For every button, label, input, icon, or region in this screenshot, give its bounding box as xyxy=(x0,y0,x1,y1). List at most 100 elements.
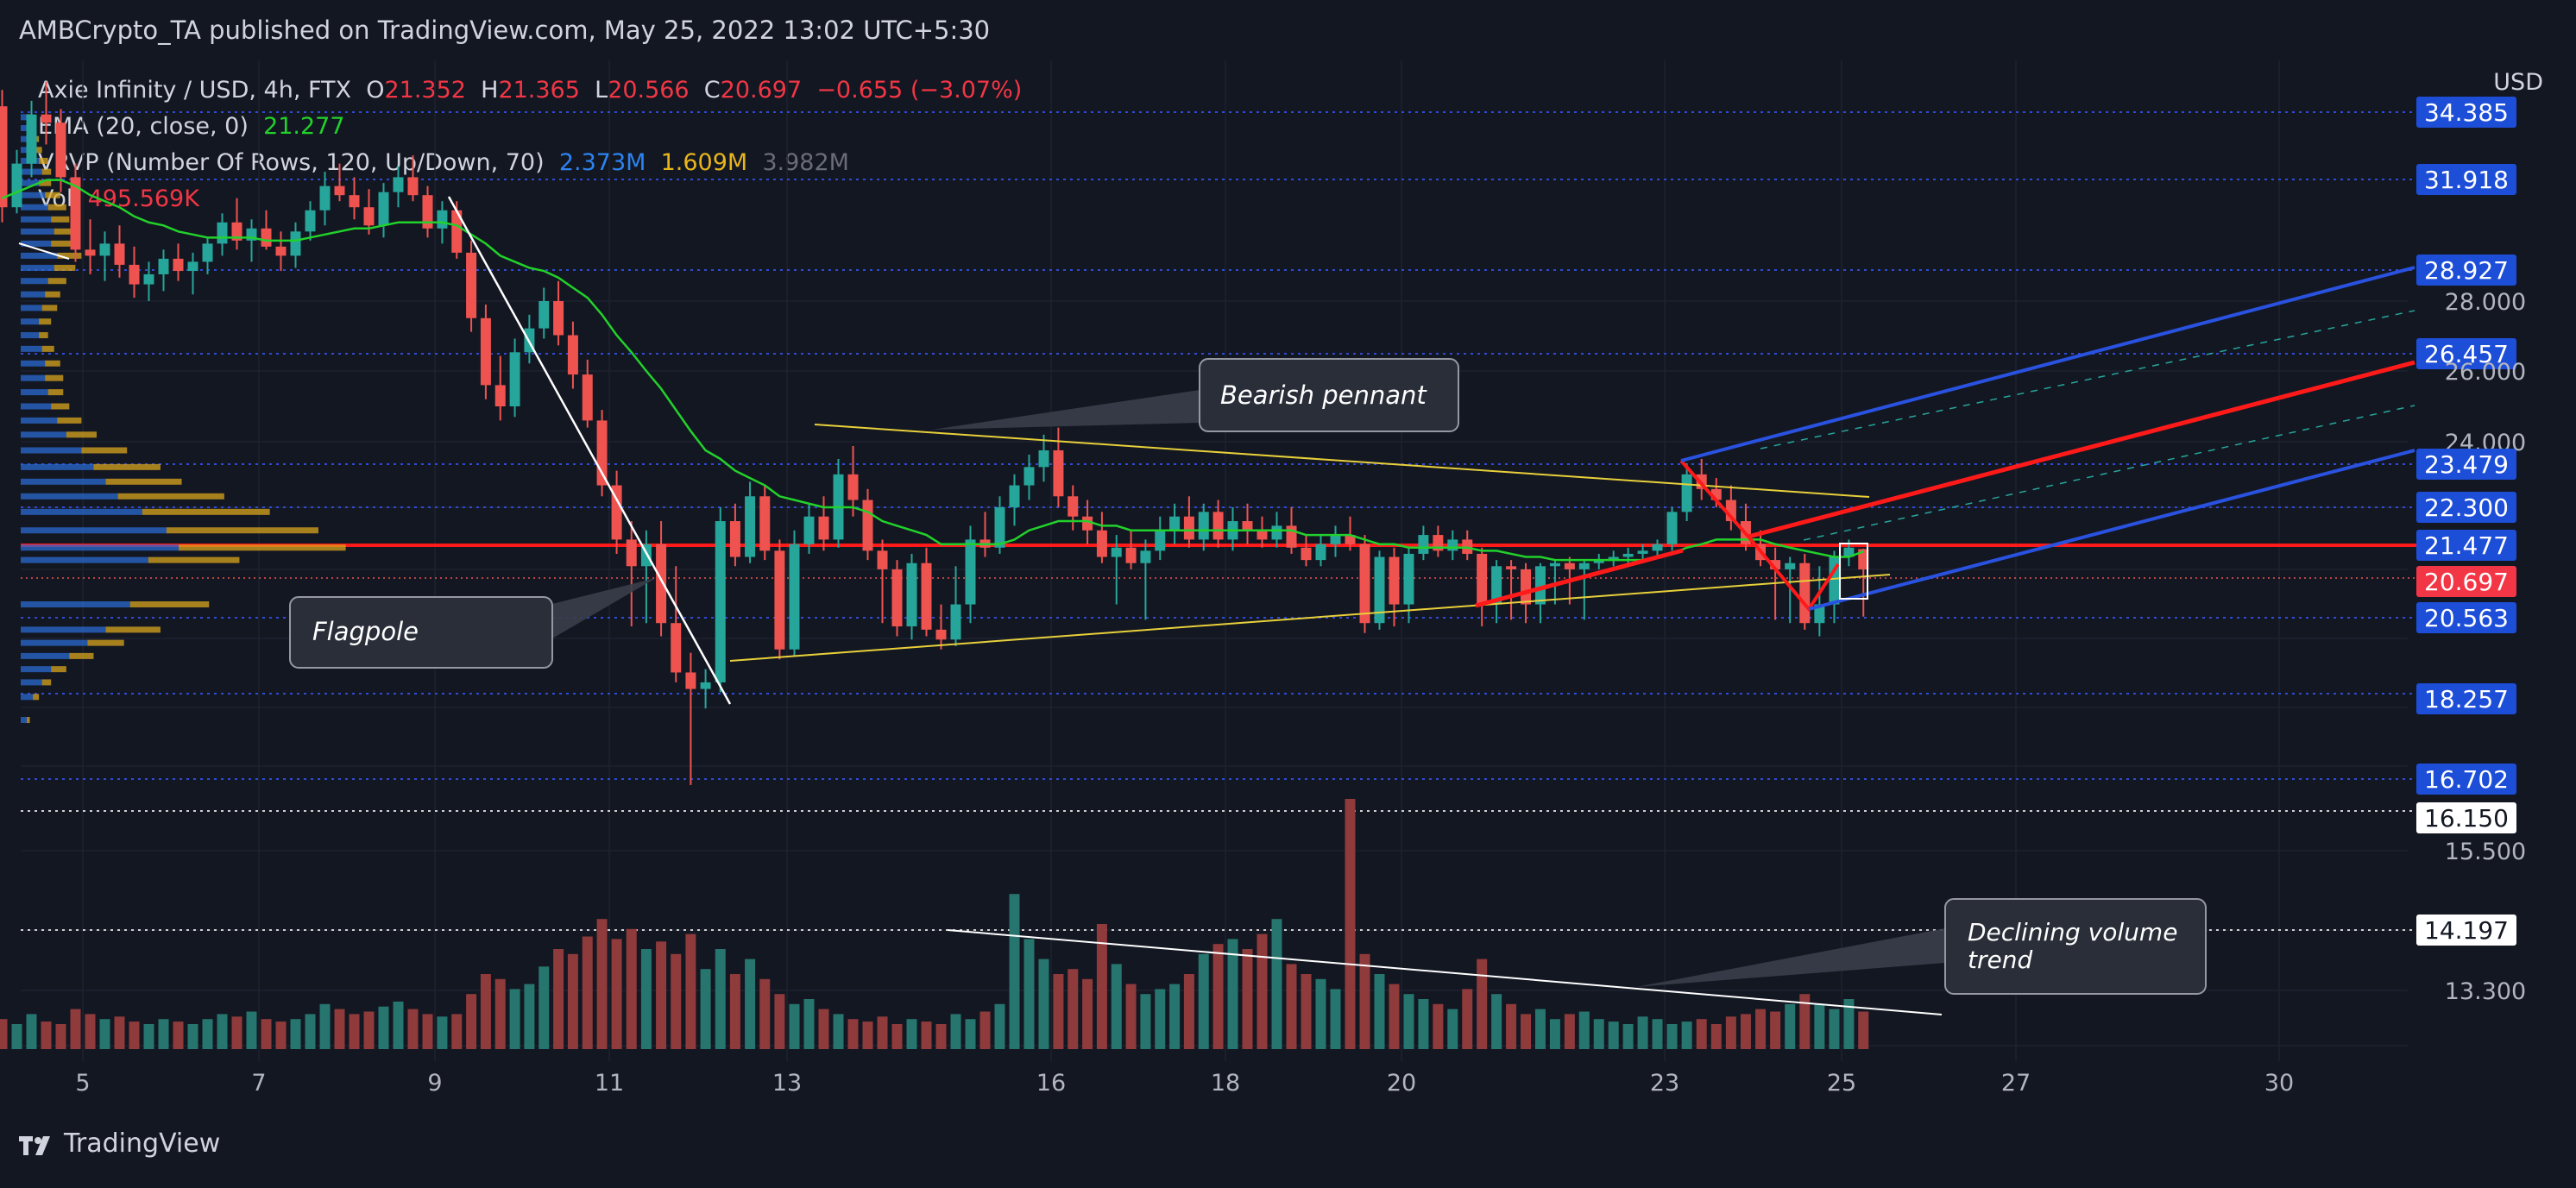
vrvp-down-bar xyxy=(105,626,161,633)
price-label-text: 18.257 xyxy=(2424,685,2509,713)
candle-body xyxy=(877,550,888,569)
price-label-box xyxy=(2416,764,2516,795)
candle-body xyxy=(611,485,622,540)
x-tick-label: 25 xyxy=(1827,1070,1856,1097)
candle-body xyxy=(451,210,463,253)
volume-bar xyxy=(85,1014,96,1049)
vrvp-up-bar xyxy=(21,124,30,131)
vrvp-down-bar xyxy=(51,403,70,410)
candle-body xyxy=(1534,566,1546,605)
volume-bar xyxy=(129,1021,140,1049)
candle-body xyxy=(437,210,448,229)
price-label-box xyxy=(2416,164,2516,195)
flagpole-line-left xyxy=(18,242,70,260)
price-label-text: 34.385 xyxy=(2424,98,2509,127)
candle-body xyxy=(1125,547,1137,563)
candle-body xyxy=(567,335,578,375)
candle-body xyxy=(202,243,213,262)
vrvp-down-bar xyxy=(45,291,60,298)
candle-body xyxy=(745,496,756,557)
candle-body xyxy=(685,672,696,689)
volume-bar xyxy=(891,1024,903,1049)
volume-bar xyxy=(1227,939,1238,1049)
legend-open: 21.352 xyxy=(384,77,466,104)
vrvp-down-bar xyxy=(51,216,70,223)
volume-bar xyxy=(393,1001,404,1049)
price-label-text: 28.927 xyxy=(2424,256,2509,285)
candle-body xyxy=(334,185,345,196)
vrvp-down-bar xyxy=(51,666,66,673)
vrvp-up-bar xyxy=(21,374,46,381)
volume-bar xyxy=(1183,974,1194,1049)
volume-bars xyxy=(0,799,1869,1049)
volume-bar xyxy=(1564,1014,1575,1049)
candle-body xyxy=(847,474,859,500)
volume-bar xyxy=(1374,974,1385,1049)
candle-body xyxy=(129,264,140,285)
candle-body xyxy=(1023,467,1035,486)
volume-bar xyxy=(217,1014,228,1049)
legend-o-label: O xyxy=(366,77,385,104)
legend-high: 21.365 xyxy=(498,77,580,104)
price-label-text: 23.479 xyxy=(2424,450,2509,479)
legend-ema-row[interactable]: EMA (20, close, 0) 21.277 xyxy=(38,109,1022,145)
candle-body xyxy=(1242,521,1253,531)
candle-body xyxy=(1666,512,1678,544)
volume-bar xyxy=(378,1006,389,1049)
vrvp-down-bar xyxy=(41,168,52,175)
red-median-line xyxy=(1748,360,2415,539)
candle-body xyxy=(1403,553,1414,605)
vrvp-up-bar xyxy=(21,264,54,271)
volume-bar xyxy=(1858,1011,1869,1049)
volume-bar xyxy=(305,1014,316,1049)
volume-bar xyxy=(596,919,608,1049)
vrvp-down-bar xyxy=(54,228,79,235)
candle-body xyxy=(217,222,228,244)
volume-bar xyxy=(1506,1003,1517,1049)
legend-symbol[interactable]: Axie Infinity / USD, 4h, FTX xyxy=(38,77,352,104)
volume-bar xyxy=(437,1016,448,1049)
candle-body xyxy=(862,500,873,551)
volume-bar xyxy=(1286,964,1297,1049)
vrvp-up-bar xyxy=(21,639,88,646)
vrvp-up-bar xyxy=(21,626,106,633)
volume-bar xyxy=(789,1003,800,1049)
footer-brand[interactable]: TradingView xyxy=(19,1128,220,1159)
vrvp-up-bar xyxy=(21,192,46,198)
vrvp-down-bar xyxy=(129,601,210,608)
callout-box-flagpole xyxy=(289,596,553,669)
candles xyxy=(0,81,1869,785)
legend-vrvp-down: 1.609M xyxy=(660,149,748,176)
volume-bar xyxy=(994,1003,1005,1049)
volume-bar xyxy=(187,1024,198,1049)
candle-body xyxy=(582,374,593,421)
volume-bar xyxy=(979,1011,991,1049)
candle-body xyxy=(231,222,242,241)
vrvp-down-bar xyxy=(105,478,182,485)
volume-bar xyxy=(246,1011,257,1049)
volume-bar xyxy=(715,949,726,1049)
legend-symbol-row[interactable]: Axie Infinity / USD, 4h, FTX O21.352 H21… xyxy=(38,72,1022,109)
candle-body xyxy=(1843,547,1855,557)
vrvp-up-bar xyxy=(21,679,42,686)
volume-bar xyxy=(1622,1024,1634,1049)
legend-vrvp-label[interactable]: VRVP (Number Of Rows, 120, Up/Down, 70) xyxy=(38,149,545,176)
volume-bar xyxy=(1770,1011,1781,1049)
candle-body xyxy=(187,261,198,272)
vrvp-up-bar xyxy=(21,114,28,121)
currency-label[interactable]: USD xyxy=(2493,69,2543,96)
legend-ema-label[interactable]: EMA (20, close, 0) xyxy=(38,113,249,140)
candle-body xyxy=(1301,547,1312,561)
vrvp-up-bar xyxy=(21,345,42,352)
volume-bar xyxy=(509,989,520,1049)
price-label-text: 16.702 xyxy=(2424,765,2509,794)
volume-bar xyxy=(1549,1019,1560,1049)
legend-h-label: H xyxy=(481,77,499,104)
volume-bar xyxy=(114,1016,125,1049)
vrvp-down-bar xyxy=(179,544,346,551)
legend-vrvp-row[interactable]: VRVP (Number Of Rows, 120, Up/Down, 70) … xyxy=(38,145,1022,181)
annotations: Bearish pennant Flagpole Declining volume t… xyxy=(289,358,2207,995)
volume-bar xyxy=(1389,984,1400,1049)
legend-low: 20.566 xyxy=(608,77,690,104)
